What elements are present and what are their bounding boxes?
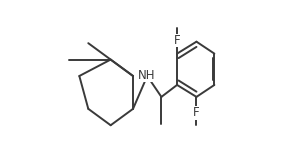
Text: F: F xyxy=(193,106,200,119)
Text: F: F xyxy=(174,34,180,47)
Text: NH: NH xyxy=(138,69,155,82)
